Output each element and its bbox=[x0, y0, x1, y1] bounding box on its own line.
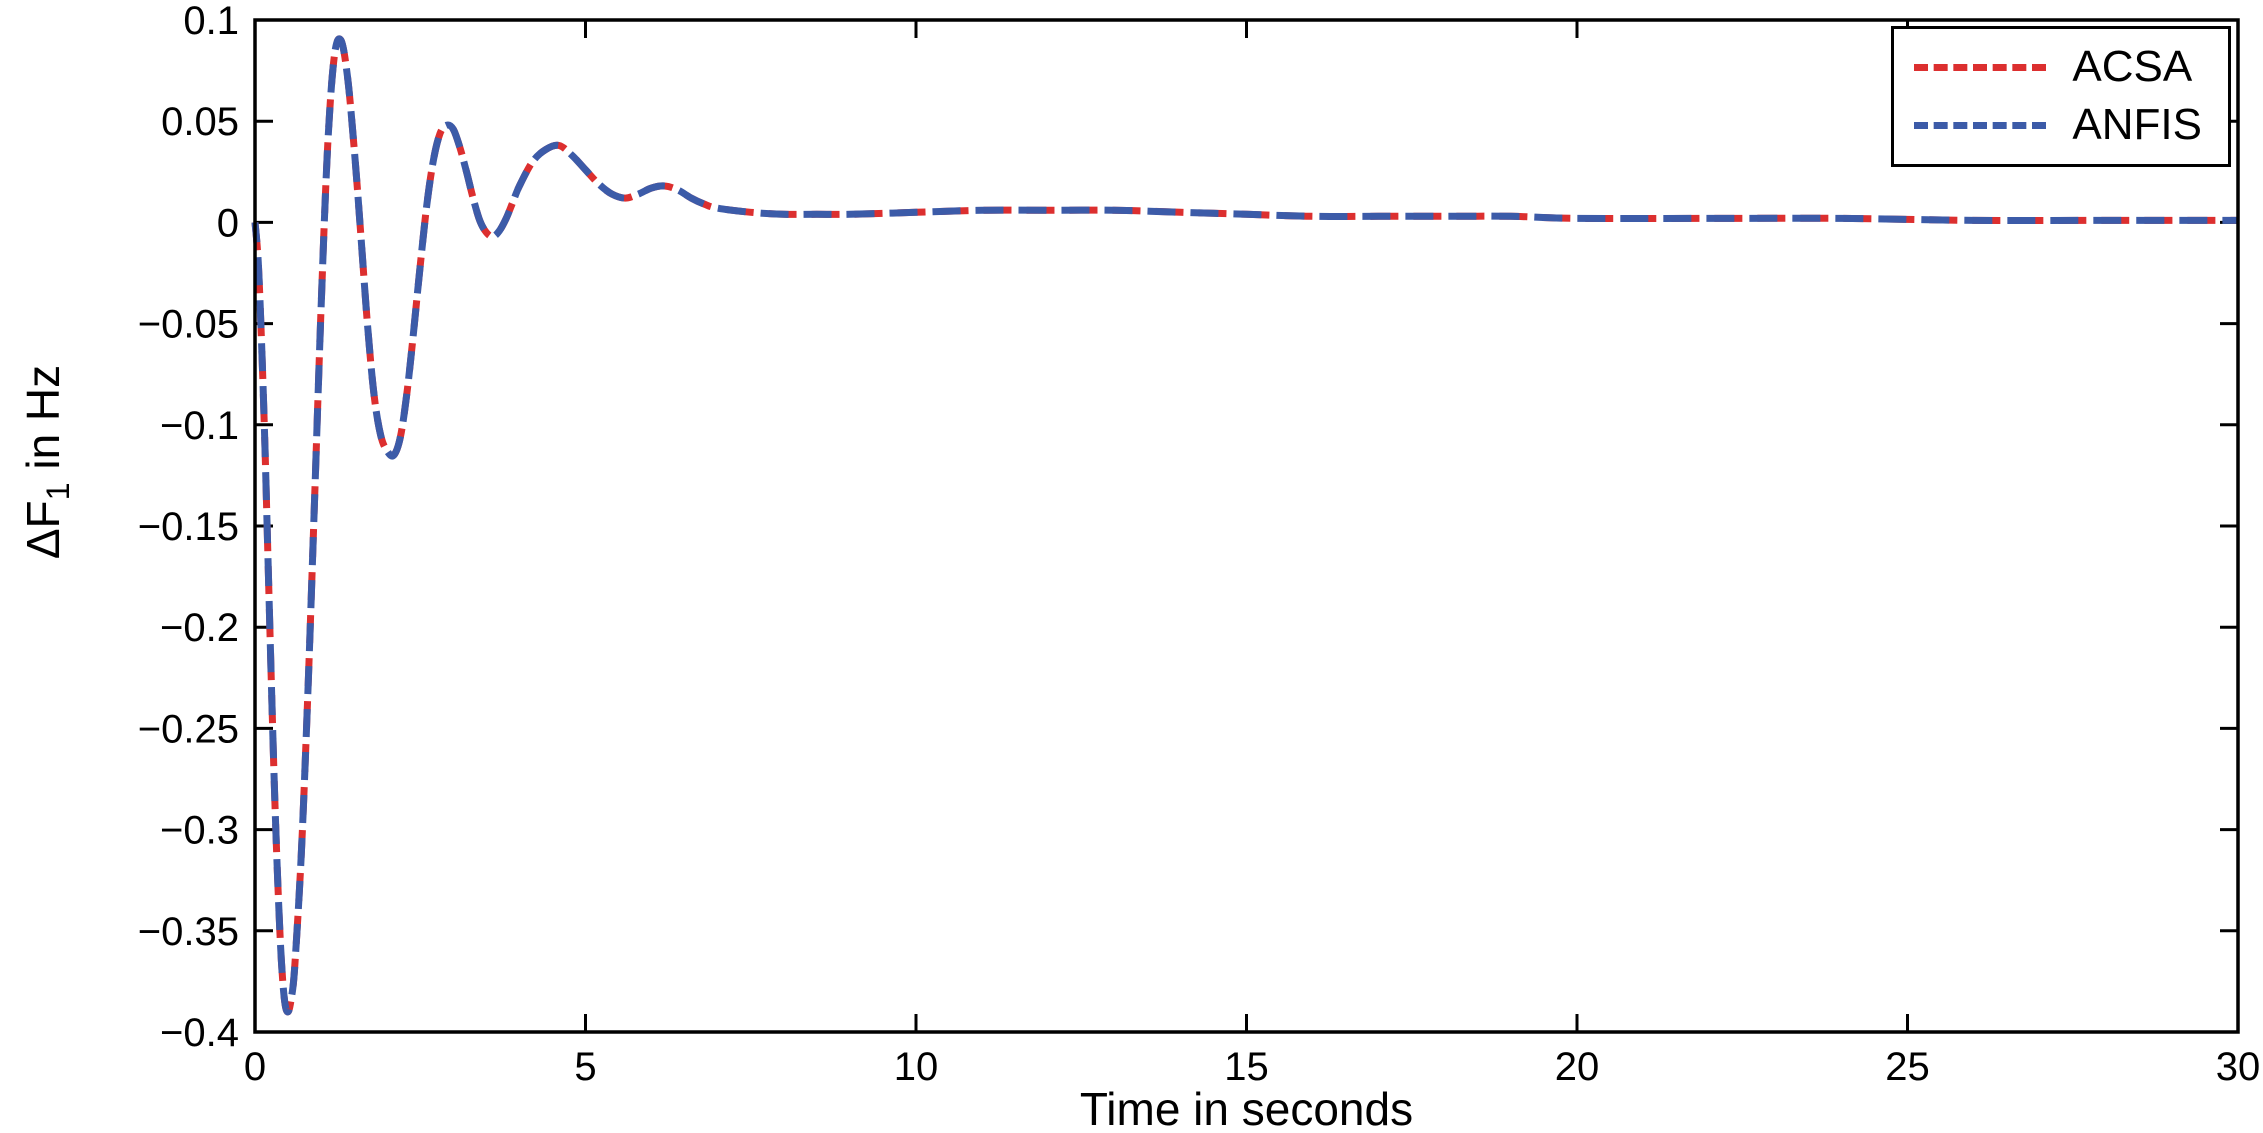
y-tick-label: −0.25 bbox=[138, 707, 239, 751]
y-tick-label: −0.35 bbox=[138, 910, 239, 954]
y-axis-label-suffix: in Hz bbox=[17, 364, 69, 483]
y-axis-label-prefix: ΔF bbox=[17, 500, 69, 560]
y-tick-label: 0 bbox=[217, 201, 239, 245]
y-tick-label: 0.05 bbox=[161, 100, 239, 144]
y-tick-label: −0.4 bbox=[160, 1011, 239, 1055]
legend-label-acsa: ACSA bbox=[2072, 42, 2193, 91]
axes-box bbox=[253, 18, 2240, 1034]
x-tick-label: 5 bbox=[574, 1045, 596, 1089]
legend-sample-anfis-dashed-line bbox=[1914, 122, 2047, 130]
y-axis-label-subscript: 1 bbox=[40, 482, 77, 501]
legend-sample-acsa-dashed-line bbox=[1914, 63, 2047, 71]
y-tick-label: −0.1 bbox=[160, 404, 239, 448]
legend: ACSA ANFIS bbox=[1891, 26, 2231, 167]
x-tick-label: 20 bbox=[1555, 1045, 1600, 1089]
x-tick-label: 0 bbox=[244, 1045, 266, 1089]
legend-entry-anfis: ANFIS bbox=[1914, 100, 2202, 150]
series-acsa-line bbox=[251, 35, 2238, 1016]
x-tick-label: 25 bbox=[1885, 1045, 1930, 1089]
x-tick-label: 10 bbox=[894, 1045, 939, 1089]
x-axis-label: Time in seconds bbox=[1079, 1083, 1414, 1133]
y-tick-label: −0.3 bbox=[160, 809, 239, 853]
legend-label-anfis: ANFIS bbox=[2072, 100, 2202, 150]
series-anfis-line bbox=[251, 35, 2238, 1016]
y-tick-label: −0.05 bbox=[138, 303, 239, 347]
y-tick-label: 0.1 bbox=[183, 0, 239, 43]
y-axis-label: ΔF1 in Hz bbox=[16, 365, 77, 559]
x-tick-label: 30 bbox=[2216, 1045, 2261, 1089]
y-tick-label: −0.2 bbox=[160, 606, 239, 650]
y-tick-label: −0.15 bbox=[138, 505, 239, 549]
x-tick-label: 15 bbox=[1224, 1045, 1269, 1089]
legend-entry-acsa: ACSA bbox=[1914, 42, 2202, 91]
